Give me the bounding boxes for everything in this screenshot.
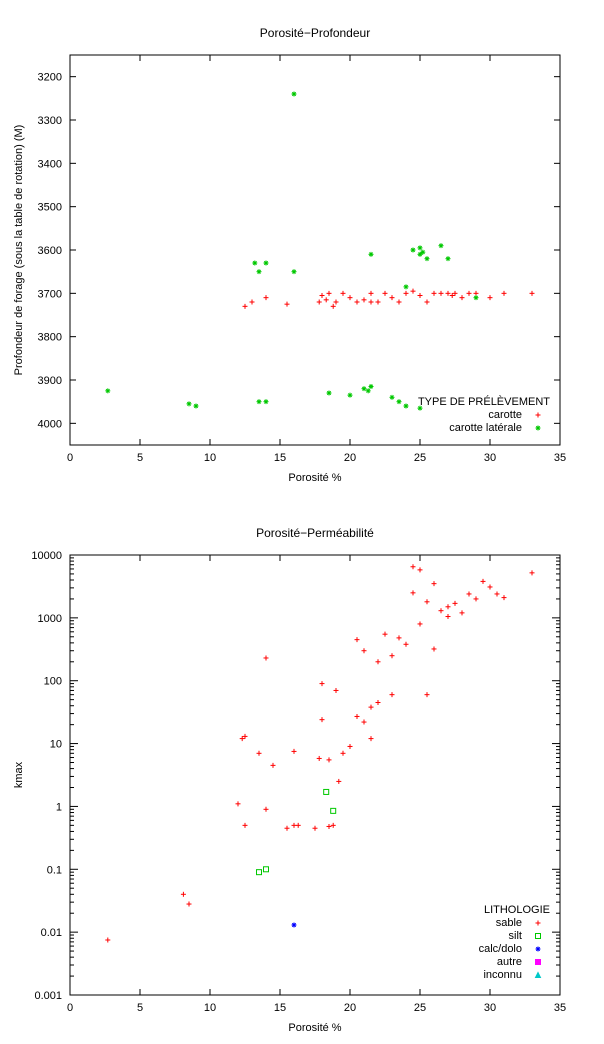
x-tick-label: 30 <box>484 1002 496 1014</box>
legend-item-label: carotte <box>488 409 522 421</box>
y-tick-label: 3200 <box>38 72 62 84</box>
x-tick-label: 0 <box>67 452 73 464</box>
porosity-depth-chart: Porosité−Profondeur 0 5 10 15 20 25 30 35 3200 330… <box>0 0 604 500</box>
y-tick-label: 1000 <box>38 613 62 625</box>
x-tick-label: 25 <box>414 1002 426 1014</box>
legend-item-label: carotte latérale <box>449 422 522 434</box>
y-tick-label: 10 <box>50 739 62 751</box>
y-tick-label: 3500 <box>38 202 62 214</box>
x-tick-label: 20 <box>344 452 356 464</box>
legend-item-label: inconnu <box>483 969 522 981</box>
x-tick-label: 20 <box>344 1002 356 1014</box>
y-axis-label: kmax <box>13 761 25 788</box>
y-tick-label: 3600 <box>38 245 62 257</box>
y-tick-label: 3700 <box>38 288 62 300</box>
legend-item-label: sable <box>496 917 522 929</box>
y-axis-label: Profondeur de forage (sous la table de r… <box>13 125 25 376</box>
legend-item-label: calc/dolo <box>479 943 522 955</box>
page-root: Porosité−Profondeur051015202530353200330… <box>0 0 604 1044</box>
x-axis-label: Porosité % <box>288 472 341 484</box>
y-tick-label: 1 <box>56 801 62 813</box>
legend-item-label: silt <box>509 930 522 942</box>
x-tick-label: 10 <box>204 1002 216 1014</box>
y-tick-label: 3300 <box>38 115 62 127</box>
y-tick-label: 3800 <box>38 332 62 344</box>
y-tick-label: 0.01 <box>41 927 62 939</box>
x-tick-label: 35 <box>554 1002 566 1014</box>
y-tick-label: 0.1 <box>47 864 62 876</box>
y-tick-label: 3400 <box>38 158 62 170</box>
y-tick-label: 4000 <box>38 418 62 430</box>
legend-item-label: autre <box>497 956 522 968</box>
porosity-permeability-chart: Porosité−Perméabilité 0 5 10 15 20 25 30 35 0.001… <box>0 500 604 1044</box>
legend-title: TYPE DE PRÉLÈVEMENT <box>418 395 550 408</box>
y-tick-label: 100 <box>44 676 62 688</box>
y-tick-label: 0.001 <box>34 990 62 1002</box>
x-tick-label: 10 <box>204 452 216 464</box>
x-tick-label: 35 <box>554 452 566 464</box>
x-axis-label: Porosité % <box>288 1022 341 1034</box>
plot-border <box>70 555 560 995</box>
x-tick-label: 15 <box>274 452 286 464</box>
x-tick-label: 0 <box>67 1002 73 1014</box>
y-tick-label: 10000 <box>31 550 62 562</box>
x-tick-label: 5 <box>137 1002 143 1014</box>
chart-title: Porosité−Perméabilité <box>256 526 374 540</box>
x-tick-label: 15 <box>274 1002 286 1014</box>
legend-title: LITHOLOGIE <box>484 904 550 916</box>
x-tick-label: 25 <box>414 452 426 464</box>
plot-border <box>70 55 560 445</box>
y-tick-label: 3900 <box>38 375 62 387</box>
x-tick-label: 30 <box>484 452 496 464</box>
x-tick-label: 5 <box>137 452 143 464</box>
chart-title: Porosité−Profondeur <box>260 26 370 40</box>
